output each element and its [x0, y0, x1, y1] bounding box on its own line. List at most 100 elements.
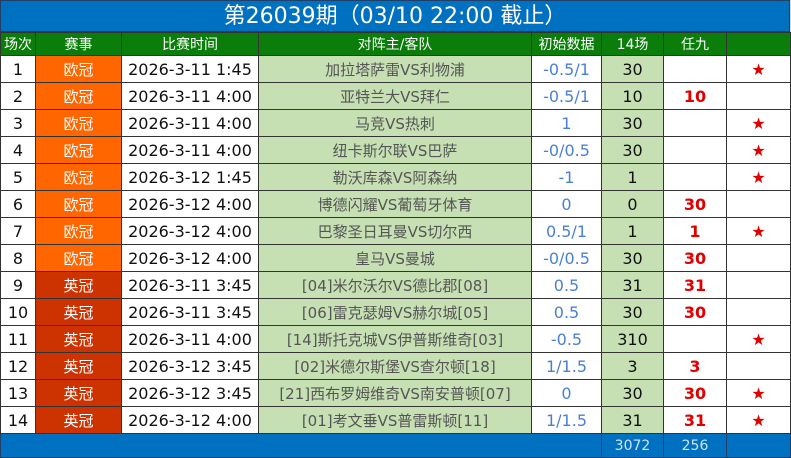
league: 英冠 [35, 325, 122, 353]
result-14: 30 [601, 298, 664, 326]
result-r9 [663, 136, 727, 164]
result-r9: 31 [663, 271, 727, 299]
teams: [01]考文垂VS普雷斯顿[11] [258, 406, 532, 434]
result-14: 30 [601, 379, 664, 407]
result-14: 30 [601, 55, 664, 83]
table-row: 9 英冠 2026-3-11 3:45 [04]米尔沃尔VS德比郡[08] 0.5 31 3… [0, 271, 791, 299]
teams: 加拉塔萨雷VS利物浦 [258, 55, 532, 83]
header-r9: 任九 [663, 32, 727, 56]
match-no: 11 [0, 325, 36, 353]
issue-title: 第26039期（03/10 22:00 截止） [0, 0, 790, 32]
header-league: 赛事 [35, 32, 122, 56]
star-icon: ★ [726, 109, 791, 137]
table-row: 3 欧冠 2026-3-11 4:00 马竞VS热刺 1 30 ★ [0, 109, 791, 137]
result-14: 1 [601, 217, 664, 245]
table-row: 6 欧冠 2026-3-12 4:00 博德闪耀VS葡萄牙体育 0 0 30 [0, 190, 791, 218]
league: 欧冠 [35, 217, 122, 245]
result-14: 31 [601, 406, 664, 434]
result-r9: 10 [663, 82, 727, 110]
result-r9: 30 [663, 298, 727, 326]
league: 英冠 [35, 352, 122, 380]
star-icon: ★ [726, 406, 791, 434]
header-row: 场次 赛事 比赛时间 对阵主/客队 初始数据 14场 任九 [0, 32, 791, 56]
league: 欧冠 [35, 109, 122, 137]
teams: [04]米尔沃尔VS德比郡[08] [258, 271, 532, 299]
league: 欧冠 [35, 163, 122, 191]
initial-odds: 0.5/1 [531, 217, 602, 245]
teams: [06]雷克瑟姆VS赫尔城[05] [258, 298, 532, 326]
match-no: 7 [0, 217, 36, 245]
result-14: 0 [601, 190, 664, 218]
match-no: 13 [0, 379, 36, 407]
result-r9 [663, 109, 727, 137]
teams: [21]西布罗姆维奇VS南安普顿[07] [258, 379, 532, 407]
match-no: 5 [0, 163, 36, 191]
star-icon: ★ [726, 136, 791, 164]
teams: 巴黎圣日耳曼VS切尔西 [258, 217, 532, 245]
league: 欧冠 [35, 190, 122, 218]
result-r9: 31 [663, 406, 727, 434]
table-row: 14 英冠 2026-3-12 4:00 [01]考文垂VS普雷斯顿[11] 1/1.5… [0, 406, 791, 434]
footer-blank-end [726, 433, 791, 458]
match-no: 10 [0, 298, 36, 326]
match-time: 2026-3-11 1:45 [121, 55, 259, 83]
table-row: 11 英冠 2026-3-11 4:00 [14]斯托克城VS伊普斯维奇[03] -0.… [0, 325, 791, 353]
match-time: 2026-3-11 4:00 [121, 82, 259, 110]
footer-total-14: 3072 [601, 433, 664, 458]
star-icon [726, 352, 791, 380]
table-row: 13 英冠 2026-3-12 3:45 [21]西布罗姆维奇VS南安普顿[07] 0 3… [0, 379, 791, 407]
initial-odds: -0.5/1 [531, 55, 602, 83]
match-no: 3 [0, 109, 36, 137]
match-time: 2026-3-11 3:45 [121, 271, 259, 299]
teams: 亚特兰大VS拜仁 [258, 82, 532, 110]
match-no: 14 [0, 406, 36, 434]
table-row: 10 英冠 2026-3-11 3:45 [06]雷克瑟姆VS赫尔城[05] 0.5 30… [0, 298, 791, 326]
star-icon: ★ [726, 55, 791, 83]
league: 欧冠 [35, 244, 122, 272]
header-no: 场次 [0, 32, 36, 56]
result-14: 30 [601, 109, 664, 137]
teams: [14]斯托克城VS伊普斯维奇[03] [258, 325, 532, 353]
initial-odds: -0.5/1 [531, 82, 602, 110]
initial-odds: -0.5 [531, 325, 602, 353]
star-icon [726, 190, 791, 218]
header-teams: 对阵主/客队 [258, 32, 532, 56]
initial-odds: 1/1.5 [531, 406, 602, 434]
match-no: 6 [0, 190, 36, 218]
match-no: 9 [0, 271, 36, 299]
match-time: 2026-3-11 4:00 [121, 325, 259, 353]
header-odds: 初始数据 [531, 32, 602, 56]
match-time: 2026-3-11 3:45 [121, 298, 259, 326]
star-icon [726, 244, 791, 272]
star-icon [726, 271, 791, 299]
match-no: 12 [0, 352, 36, 380]
match-time: 2026-3-11 4:00 [121, 109, 259, 137]
match-no: 1 [0, 55, 36, 83]
match-time: 2026-3-11 4:00 [121, 136, 259, 164]
result-14: 1 [601, 163, 664, 191]
result-14: 3 [601, 352, 664, 380]
star-icon: ★ [726, 217, 791, 245]
result-r9 [663, 163, 727, 191]
match-time: 2026-3-12 3:45 [121, 379, 259, 407]
initial-odds: -1 [531, 163, 602, 191]
league: 欧冠 [35, 136, 122, 164]
footer-row: 3072 256 [0, 433, 791, 458]
teams: [02]米德尔斯堡VS查尔顿[18] [258, 352, 532, 380]
league: 欧冠 [35, 55, 122, 83]
match-time: 2026-3-12 3:45 [121, 352, 259, 380]
teams: 勒沃库森VS阿森纳 [258, 163, 532, 191]
table-row: 5 欧冠 2026-3-12 1:45 勒沃库森VS阿森纳 -1 1 ★ [0, 163, 791, 191]
table-row: 2 欧冠 2026-3-11 4:00 亚特兰大VS拜仁 -0.5/1 10 10 [0, 82, 791, 110]
result-14: 31 [601, 271, 664, 299]
league: 英冠 [35, 379, 122, 407]
footer-blank [0, 433, 602, 458]
result-14: 30 [601, 136, 664, 164]
match-time: 2026-3-12 1:45 [121, 163, 259, 191]
result-r9: 30 [663, 244, 727, 272]
initial-odds: 0 [531, 190, 602, 218]
match-time: 2026-3-12 4:00 [121, 406, 259, 434]
teams: 皇马VS曼城 [258, 244, 532, 272]
initial-odds: 0.5 [531, 298, 602, 326]
match-no: 4 [0, 136, 36, 164]
